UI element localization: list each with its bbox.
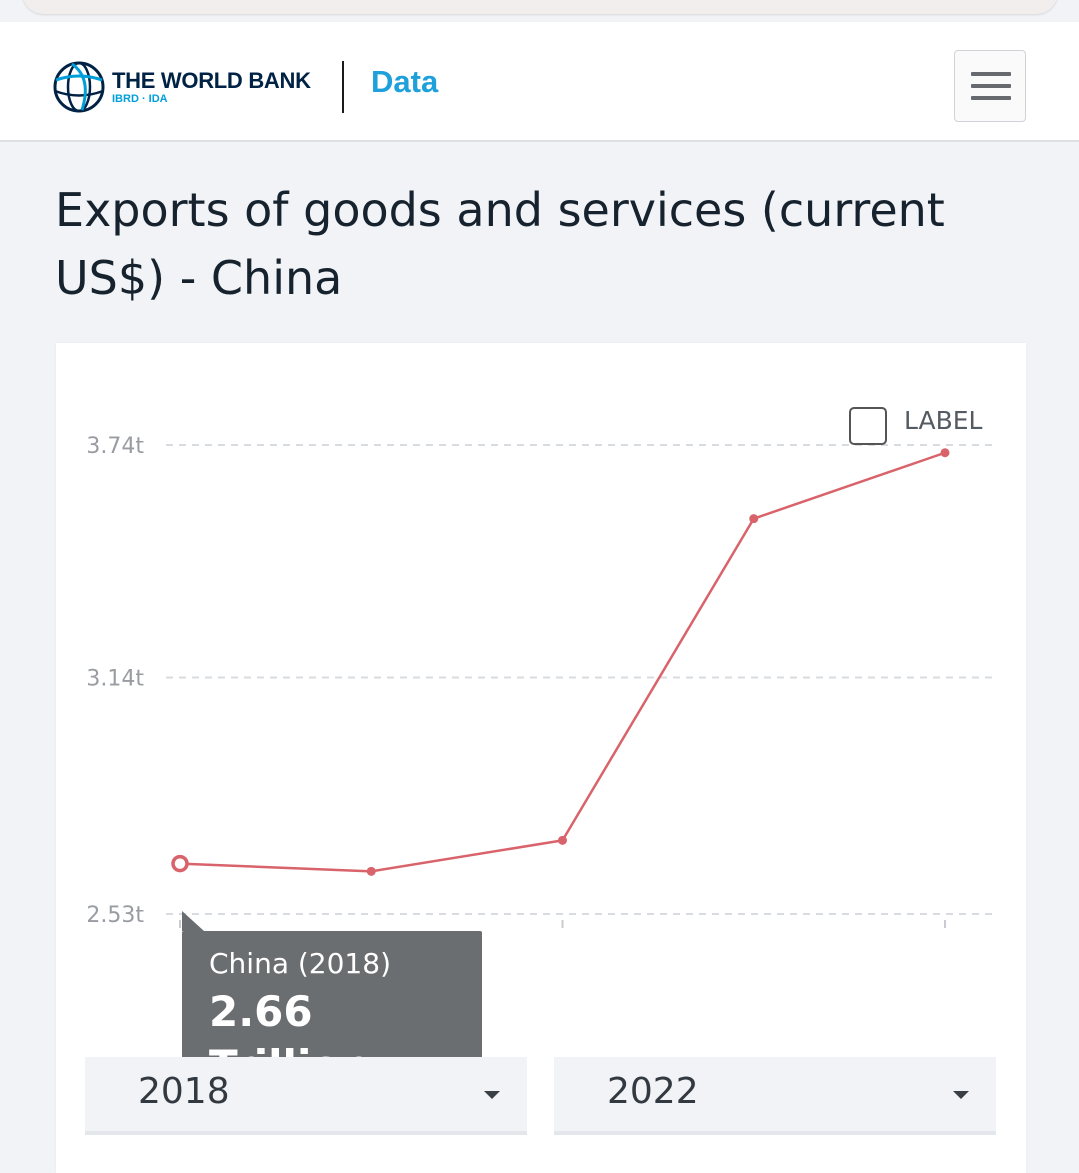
caret-down-icon	[484, 1091, 500, 1099]
caret-down-icon	[953, 1091, 969, 1099]
globe-icon	[53, 61, 105, 113]
y-tick-label: 2.53t	[86, 903, 144, 928]
top-strip	[22, 0, 1058, 14]
series-line-china	[179, 451, 946, 873]
label-toggle[interactable]: LABEL	[849, 405, 983, 445]
y-tick-label: 3.74t	[86, 434, 144, 459]
logo-sub: IBRD · IDA	[112, 92, 168, 105]
world-bank-logo[interactable]: THE WORLD BANK IBRD · IDA	[52, 60, 311, 114]
start-year-value: 2018	[138, 1071, 230, 1112]
logo-name: THE WORLD BANK	[112, 67, 311, 93]
page-title: Exports of goods and services (current U…	[55, 183, 945, 305]
data-point	[558, 835, 567, 845]
line-chart: 2.53t 3.14t 3.74t	[86, 434, 996, 928]
end-year-value: 2022	[607, 1071, 699, 1112]
menu-button[interactable]	[954, 50, 1026, 122]
data-section-link[interactable]: Data	[371, 64, 439, 99]
chart-card: 2.53t 3.14t 3.74t LABEL China (2018) 2.66 …	[56, 343, 1026, 1173]
highlighted-data-point	[171, 854, 189, 873]
tooltip-pointer	[182, 911, 204, 931]
label-checkbox[interactable]	[849, 407, 887, 445]
data-point	[749, 514, 759, 524]
end-year-select[interactable]: 2022	[554, 1057, 996, 1135]
y-tick-label: 3.14t	[86, 667, 144, 692]
label-toggle-text: LABEL	[904, 405, 983, 435]
start-year-select[interactable]: 2018	[85, 1057, 527, 1135]
chart-tooltip: China (2018) 2.66 Trillion	[182, 911, 482, 1090]
tooltip-series-label: China (2018)	[209, 947, 391, 980]
header-divider	[342, 61, 344, 113]
data-point	[940, 448, 950, 458]
site-header: THE WORLD BANK IBRD · IDA Data	[0, 22, 1079, 142]
data-point	[366, 866, 376, 876]
